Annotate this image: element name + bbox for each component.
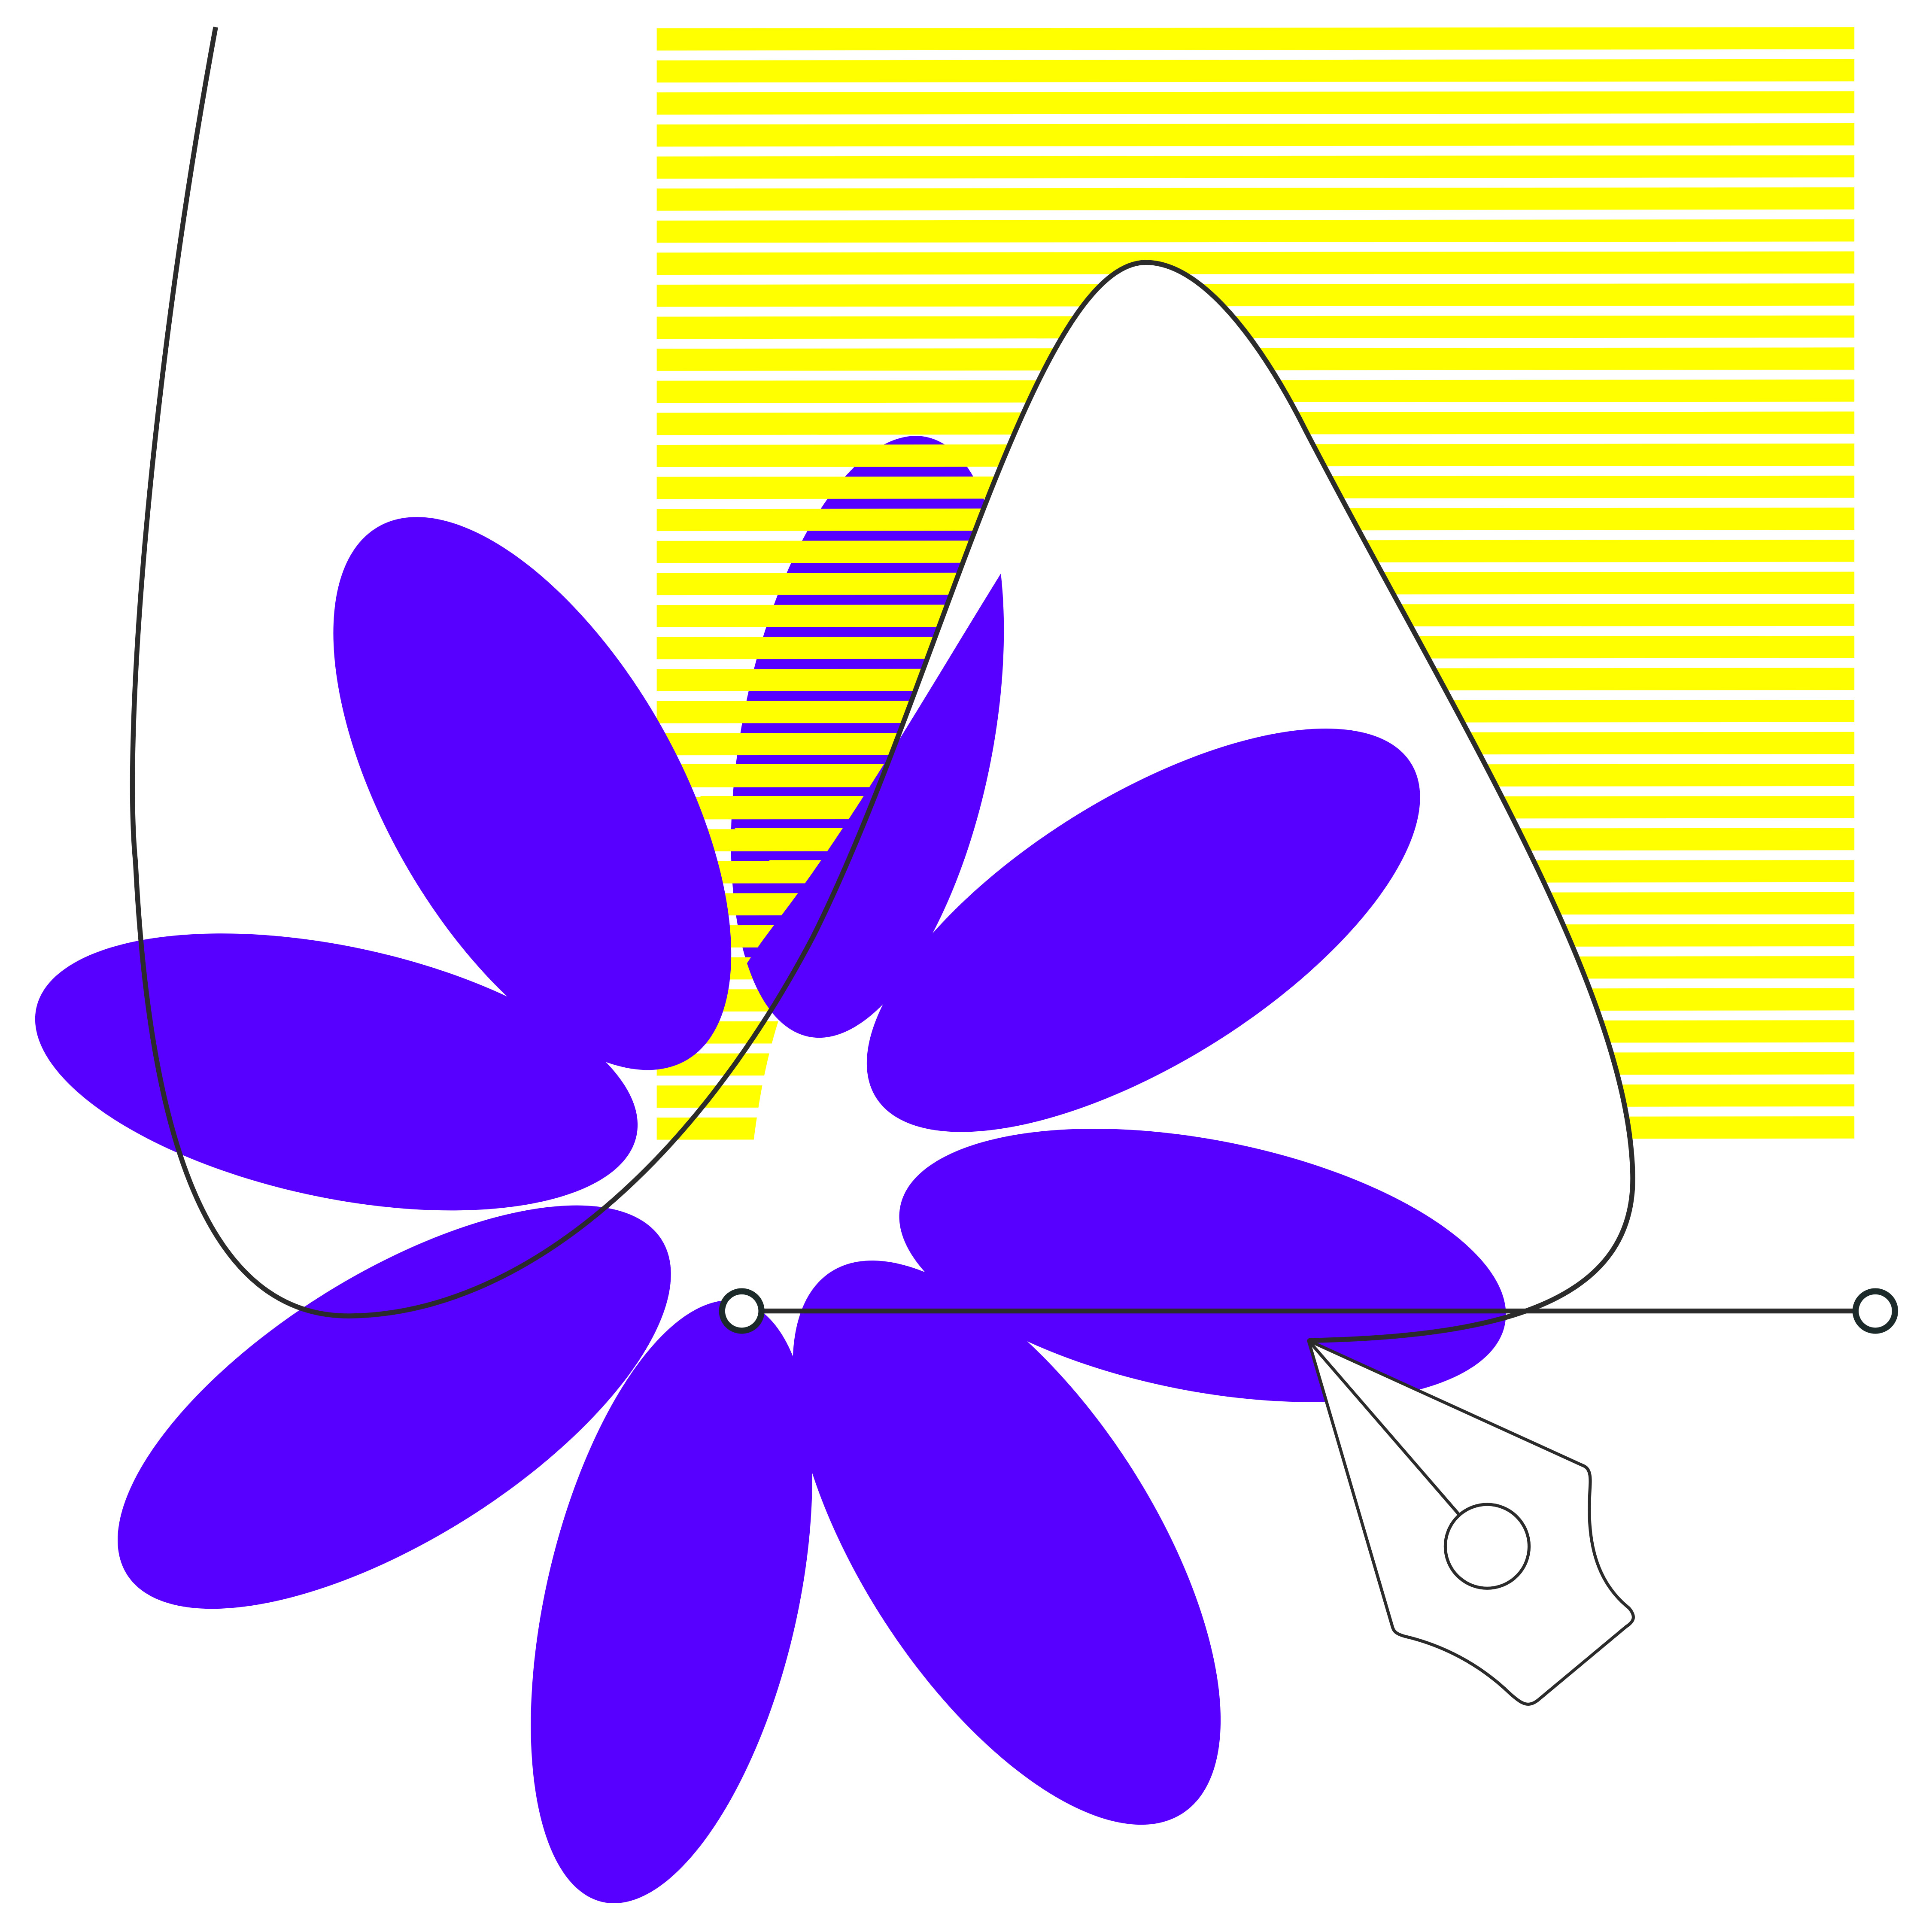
petal	[866, 729, 1420, 1132]
petal	[793, 1261, 1221, 1825]
petal	[35, 933, 638, 1211]
curve	[130, 27, 1635, 1343]
petal	[118, 1205, 671, 1609]
handle-point	[719, 1288, 765, 1334]
stripe	[656, 123, 1855, 147]
stripe	[656, 59, 1855, 83]
stripe	[656, 187, 1855, 211]
stripe	[665, 764, 887, 784]
petal	[531, 1300, 812, 1904]
stripe	[656, 251, 1855, 275]
pen-nib	[1307, 1339, 1635, 1706]
stripe	[656, 219, 1855, 243]
stripe	[656, 91, 1855, 115]
stripe	[656, 155, 1855, 179]
handle-point	[1852, 1288, 1899, 1334]
petal	[333, 517, 732, 1070]
stripe	[656, 283, 1855, 307]
petal	[899, 1129, 1506, 1402]
stripe	[700, 796, 887, 816]
stripe	[656, 315, 1855, 339]
stripe	[656, 27, 1855, 51]
